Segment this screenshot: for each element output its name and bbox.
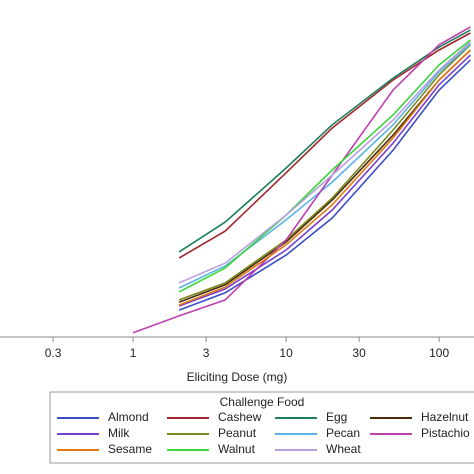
x-tick-label: 100	[429, 346, 449, 360]
legend-label: Sesame	[108, 442, 152, 456]
series-line	[178, 44, 471, 301]
series-line	[178, 41, 471, 284]
series-line	[178, 43, 471, 289]
x-axis-label: Eliciting Dose (mg)	[187, 370, 288, 384]
x-tick-label: 3	[203, 346, 210, 360]
series-line	[178, 32, 471, 259]
legend-label: Almond	[108, 410, 149, 424]
series-line	[178, 49, 471, 306]
legend-label: Hazelnut	[421, 410, 469, 424]
x-tick-label: 10	[279, 346, 293, 360]
x-tick-label: 0.3	[45, 346, 62, 360]
legend-label: Wheat	[326, 442, 361, 456]
series-line	[178, 39, 471, 293]
series-line	[132, 26, 471, 334]
legend-box	[49, 391, 474, 464]
legend-label: Pecan	[326, 426, 360, 440]
legend-label: Cashew	[218, 410, 262, 424]
legend-title: Challenge Food	[220, 395, 305, 409]
legend-label: Egg	[326, 410, 347, 424]
series-line	[178, 59, 471, 311]
x-tick-label: 1	[130, 346, 137, 360]
legend-label: Milk	[108, 426, 130, 440]
x-tick-label: 30	[352, 346, 366, 360]
series-line	[178, 29, 471, 253]
legend-label: Pistachio	[421, 426, 470, 440]
legend-label: Peanut	[218, 426, 257, 440]
legend-label: Walnut	[218, 442, 256, 456]
series-line	[178, 54, 471, 307]
